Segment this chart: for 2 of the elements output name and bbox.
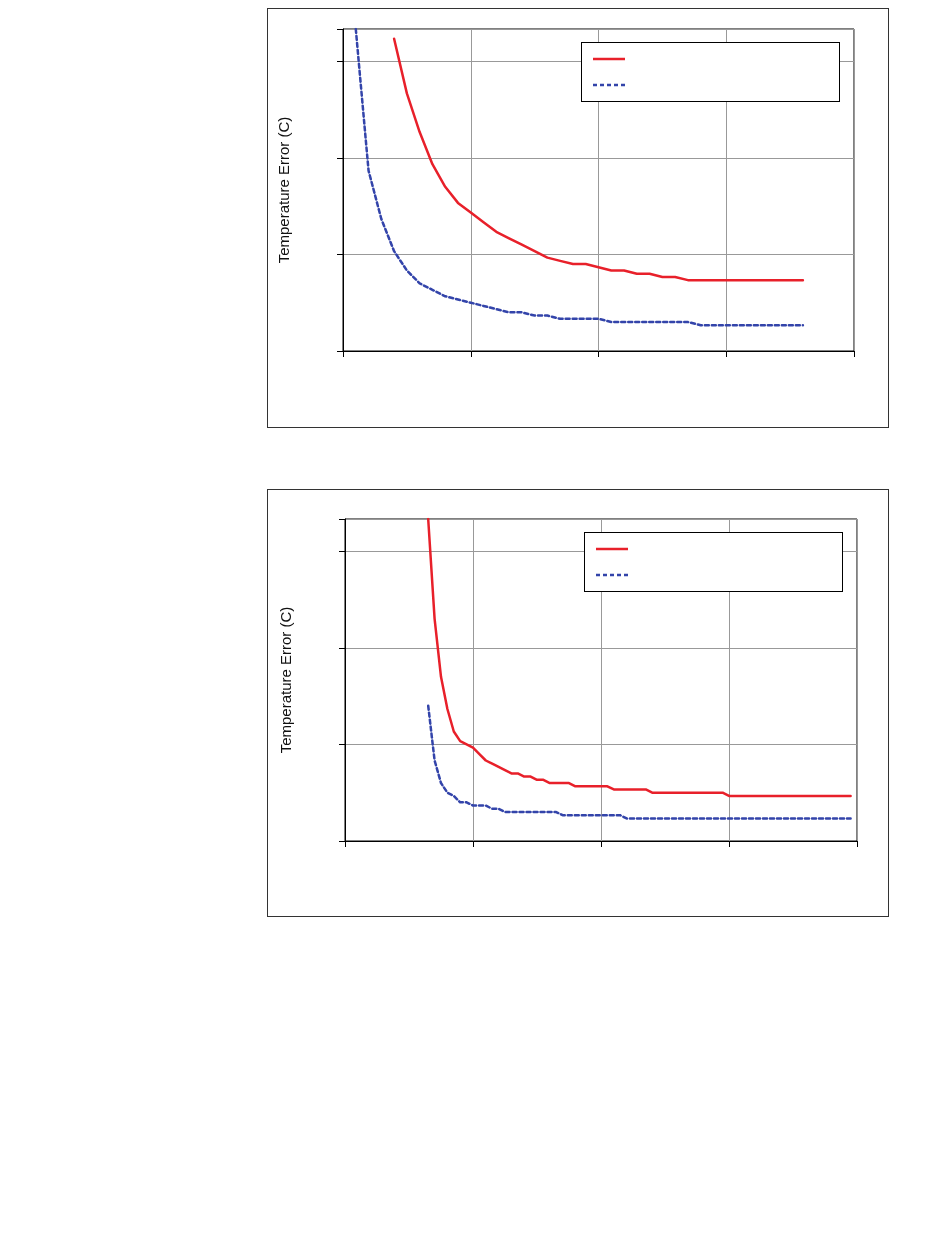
y-axis-title: Temperature Error (C) — [277, 606, 294, 754]
y-axis-title: Temperature Error (C) — [275, 116, 292, 264]
